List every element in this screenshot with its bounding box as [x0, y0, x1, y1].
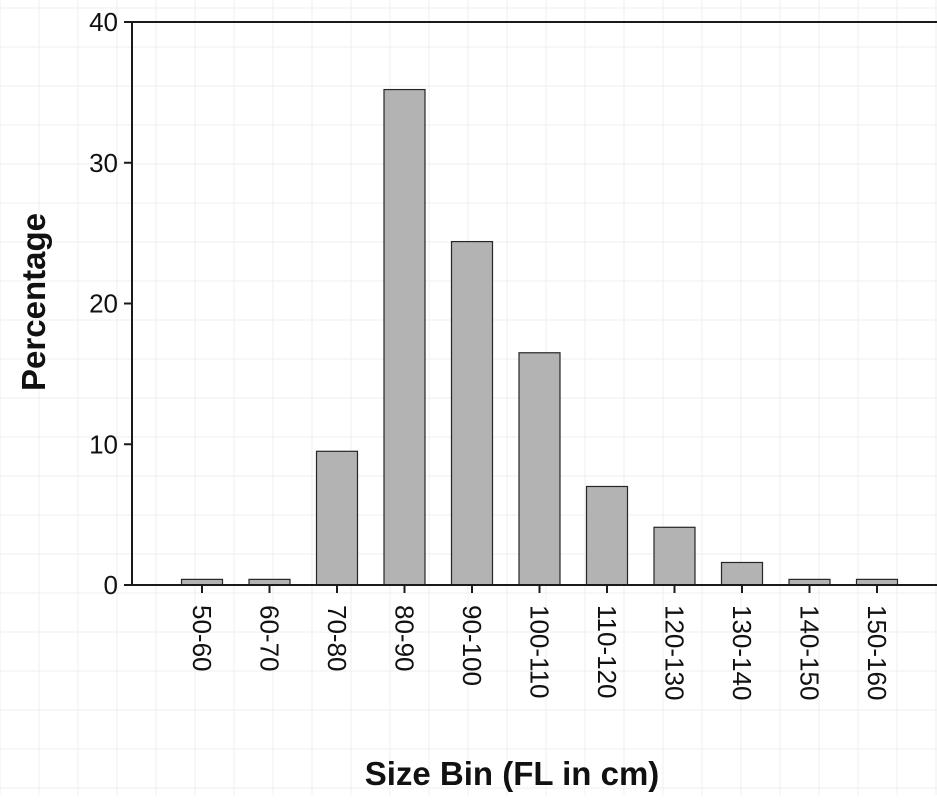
bar-80-90: [383, 88, 426, 586]
x-tick-label: 130-140: [727, 605, 757, 700]
x-axis-title: Size Bin (FL in cm): [365, 755, 660, 792]
x-tick-label: 70-80: [322, 605, 352, 672]
y-tick-labels: 0 10 20 30 40: [89, 7, 132, 600]
x-tick-label: 110-120: [592, 605, 622, 699]
y-tick-label: 20: [89, 289, 118, 319]
x-tick-label: 100-110: [525, 605, 555, 699]
x-tick-label: 90-100: [457, 605, 487, 686]
bar-90-100: [450, 240, 494, 586]
x-tick-label: 80-90: [390, 605, 420, 672]
x-tick-label: 50-60: [187, 605, 217, 672]
bar-100-110: [518, 352, 561, 586]
bar-120-130: [653, 526, 696, 586]
bar-130-140: [720, 561, 764, 586]
bar-70-80: [315, 450, 359, 586]
x-tick-label: 120-130: [660, 605, 690, 700]
y-axis-title: Percentage: [15, 213, 52, 391]
y-tick-label: 40: [89, 7, 118, 37]
x-tick-label: 60-70: [255, 605, 285, 672]
x-tick-label: 140-150: [795, 605, 825, 700]
y-tick-label: 0: [104, 570, 118, 600]
bars-layer: [180, 88, 899, 586]
x-tick-label: 150-160: [862, 605, 892, 700]
y-tick-label: 30: [89, 148, 118, 178]
x-tick-labels: 50-60 60-70 70-80 80-90 90-100 100-110 110-120…: [187, 585, 892, 700]
y-tick-label: 10: [89, 429, 118, 459]
bar-110-120: [585, 485, 629, 586]
